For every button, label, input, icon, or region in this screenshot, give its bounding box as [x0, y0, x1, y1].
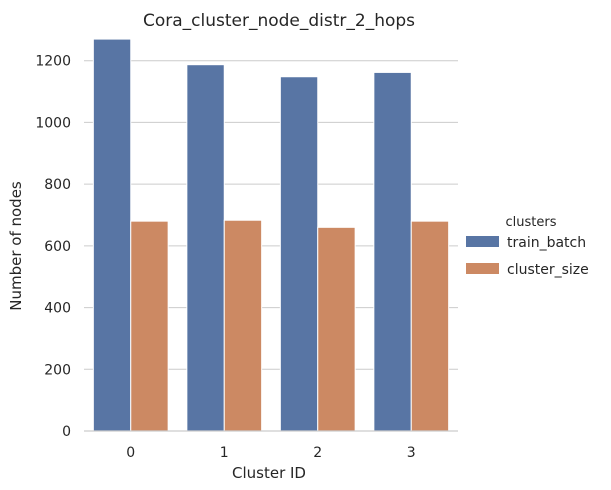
y-tick-label: 600	[44, 239, 71, 255]
x-tick-label: 0	[126, 445, 135, 461]
legend-items: train_batch cluster_size	[466, 235, 589, 278]
bar-cluster_size-0	[130, 220, 169, 432]
bar-cluster_size-1	[223, 219, 263, 432]
x-tick-label: 3	[407, 445, 416, 461]
chart-title: Cora_cluster_node_distr_2_hops	[143, 11, 415, 31]
legend-swatch-cluster_size	[466, 263, 499, 274]
y-tick-label: 200	[44, 362, 71, 378]
y-tick-label: 800	[44, 177, 71, 193]
legend-label-cluster_size: cluster_size	[507, 262, 589, 278]
bar-train_batch-1	[186, 64, 225, 432]
bars	[92, 38, 450, 432]
x-tick-label: 2	[313, 445, 322, 461]
bar-cluster_size-3	[410, 220, 450, 432]
x-axis-label: Cluster ID	[232, 464, 306, 482]
bar-train_batch-2	[279, 76, 319, 432]
legend: clusters train_batch cluster_size	[466, 215, 589, 278]
bar-cluster_size-2	[317, 226, 356, 432]
y-axis-label: Number of nodes	[7, 181, 25, 311]
legend-swatch-train_batch	[466, 236, 499, 247]
legend-label-train_batch: train_batch	[507, 235, 586, 251]
y-tick-label: 1000	[35, 115, 71, 131]
x-tick-label: 1	[220, 445, 229, 461]
y-tick-label: 0	[62, 424, 71, 440]
bar-train_batch-3	[373, 71, 412, 432]
axes: 0 200 400 600 800 1000 1200 0 1 2 3	[35, 54, 458, 461]
legend-title: clusters	[506, 215, 557, 230]
y-tick-label: 400	[44, 301, 71, 317]
y-tick-label: 1200	[35, 54, 71, 70]
bar-train_batch-0	[92, 38, 132, 432]
